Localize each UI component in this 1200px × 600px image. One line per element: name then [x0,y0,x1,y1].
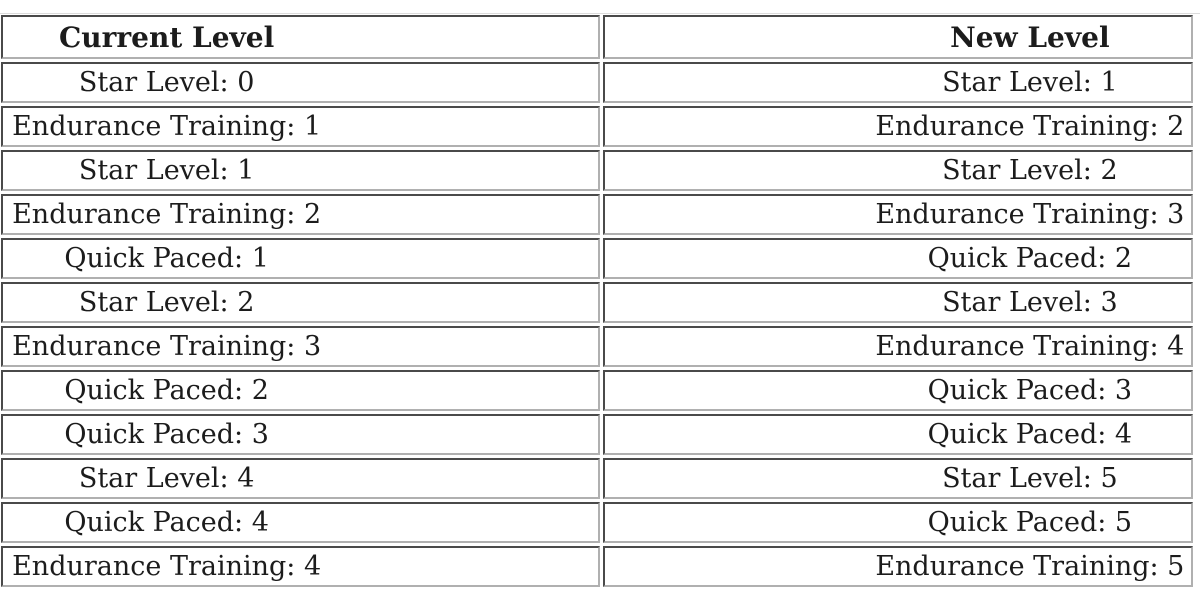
current-level-value: Quick Paced: 2 [64,375,269,406]
new-level-header: New Level [950,20,1110,54]
page-top-divider-line [0,13,1200,14]
new-level-cell: Star Level: 1 [603,62,1193,103]
new-level-cell: Star Level: 2 [603,150,1193,191]
new-level-cell: Quick Paced: 4 [603,414,1193,455]
current-level-value: Star Level: 1 [78,155,255,186]
current-level-cell: Quick Paced: 3 [1,414,600,455]
new-level-value: Quick Paced: 3 [927,375,1133,406]
current-level-value: Endurance Training: 1 [12,111,322,142]
current-level-value: Endurance Training: 3 [12,331,322,362]
current-level-cell: Endurance Training: 3 [1,326,600,367]
new-level-cell: Endurance Training: 4 [603,326,1193,367]
current-level-cell: Quick Paced: 2 [1,370,600,411]
current-level-cell: Endurance Training: 2 [1,194,600,235]
new-level-value: Star Level: 2 [942,155,1118,186]
current-level-header-cell: Current Level [1,15,600,59]
new-level-value: Endurance Training: 5 [875,551,1185,582]
current-level-cell: Quick Paced: 4 [1,502,600,543]
header-row: Current Level New Level [1,15,1193,59]
table-row: Star Level: 2 Star Level: 3 [1,282,1193,323]
new-level-value: Quick Paced: 4 [927,419,1133,450]
table-row: Quick Paced: 2 Quick Paced: 3 [1,370,1193,411]
current-level-cell: Star Level: 4 [1,458,600,499]
new-level-cell: Star Level: 3 [603,282,1193,323]
current-level-value: Endurance Training: 4 [12,551,322,582]
new-level-cell: Quick Paced: 2 [603,238,1193,279]
new-level-value: Quick Paced: 2 [927,243,1133,274]
new-level-value: Endurance Training: 3 [875,199,1185,230]
page: Current Level New Level Star Level: 0 St… [0,12,1200,600]
new-level-value: Star Level: 3 [942,287,1118,318]
current-level-cell: Endurance Training: 4 [1,546,600,587]
level-upgrade-table: Current Level New Level Star Level: 0 St… [0,12,1196,590]
table-row: Endurance Training: 1 Endurance Training… [1,106,1193,147]
table-row: Star Level: 0 Star Level: 1 [1,62,1193,103]
current-level-value: Quick Paced: 3 [64,419,269,450]
current-level-value: Quick Paced: 4 [64,507,269,538]
new-level-cell: Quick Paced: 3 [603,370,1193,411]
table-row: Endurance Training: 3 Endurance Training… [1,326,1193,367]
current-level-value: Star Level: 0 [78,67,255,98]
new-level-cell: Endurance Training: 2 [603,106,1193,147]
new-level-cell: Star Level: 5 [603,458,1193,499]
table-row: Star Level: 1 Star Level: 2 [1,150,1193,191]
table-row: Quick Paced: 1 Quick Paced: 2 [1,238,1193,279]
current-level-header: Current Level [59,20,275,54]
table-row: Endurance Training: 4 Endurance Training… [1,546,1193,587]
new-level-cell: Quick Paced: 5 [603,502,1193,543]
current-level-cell: Star Level: 2 [1,282,600,323]
current-level-cell: Endurance Training: 1 [1,106,600,147]
current-level-cell: Star Level: 1 [1,150,600,191]
table-row: Endurance Training: 2 Endurance Training… [1,194,1193,235]
current-level-value: Quick Paced: 1 [64,243,269,274]
new-level-value: Endurance Training: 4 [875,331,1185,362]
current-level-cell: Quick Paced: 1 [1,238,600,279]
table-row: Quick Paced: 3 Quick Paced: 4 [1,414,1193,455]
table-row: Quick Paced: 4 Quick Paced: 5 [1,502,1193,543]
new-level-cell: Endurance Training: 5 [603,546,1193,587]
current-level-cell: Star Level: 0 [1,62,600,103]
current-level-value: Star Level: 4 [78,463,255,494]
new-level-header-cell: New Level [603,15,1193,59]
new-level-value: Quick Paced: 5 [927,507,1133,538]
new-level-cell: Endurance Training: 3 [603,194,1193,235]
table-row: Star Level: 4 Star Level: 5 [1,458,1193,499]
current-level-value: Star Level: 2 [78,287,255,318]
new-level-value: Endurance Training: 2 [875,111,1185,142]
new-level-value: Star Level: 1 [942,67,1118,98]
new-level-value: Star Level: 5 [942,463,1118,494]
current-level-value: Endurance Training: 2 [12,199,322,230]
